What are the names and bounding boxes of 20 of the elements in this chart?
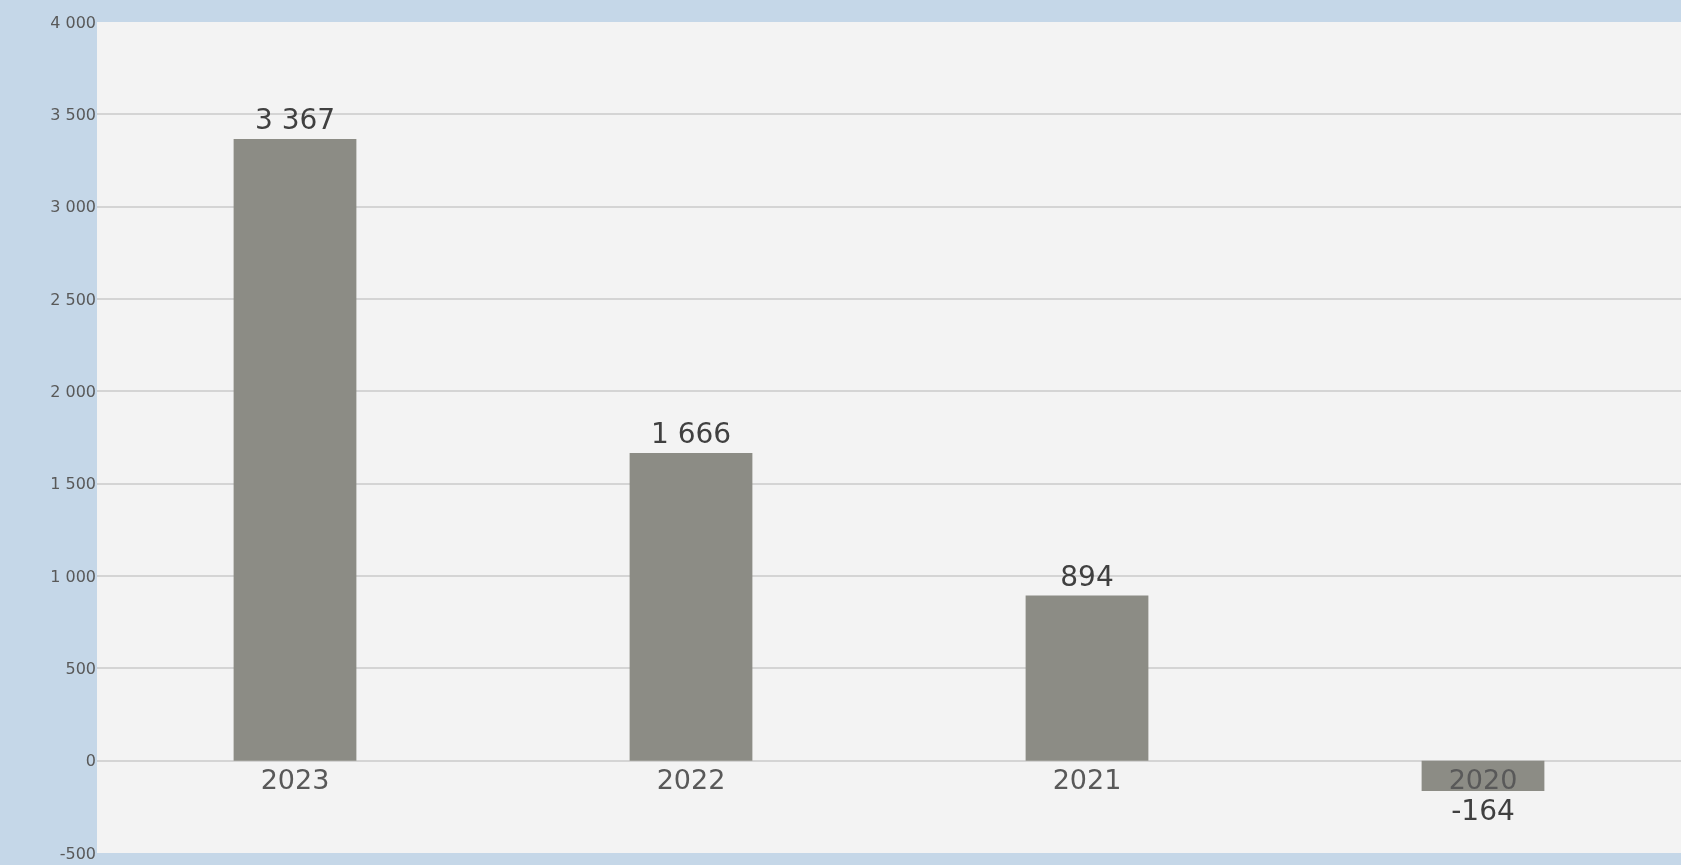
data-label: 3 367 [254,102,336,136]
y-tick-label: 0 [85,751,96,771]
y-tick-label: 3 500 [50,104,96,124]
y-tick-label: 1 500 [50,474,96,494]
y-tick-label: 2 000 [50,381,96,401]
bar [629,453,753,761]
bar [1025,595,1149,761]
y-tick-label: 4 000 [50,12,96,32]
y-tick-label: 500 [65,658,96,678]
y-tick-label: -500 [59,843,96,863]
y-tick-label: 1 000 [50,566,96,586]
x-tick-label: 2022 [656,763,726,795]
data-label: 1 666 [650,417,732,451]
y-tick-label: 2 500 [50,289,96,309]
bar [233,138,357,761]
x-tick-label: 2021 [1052,763,1122,795]
data-label: 894 [1060,559,1114,593]
y-tick-label: 3 000 [50,197,96,217]
data-label: -164 [1451,793,1515,827]
x-tick-label: 2023 [260,763,330,795]
